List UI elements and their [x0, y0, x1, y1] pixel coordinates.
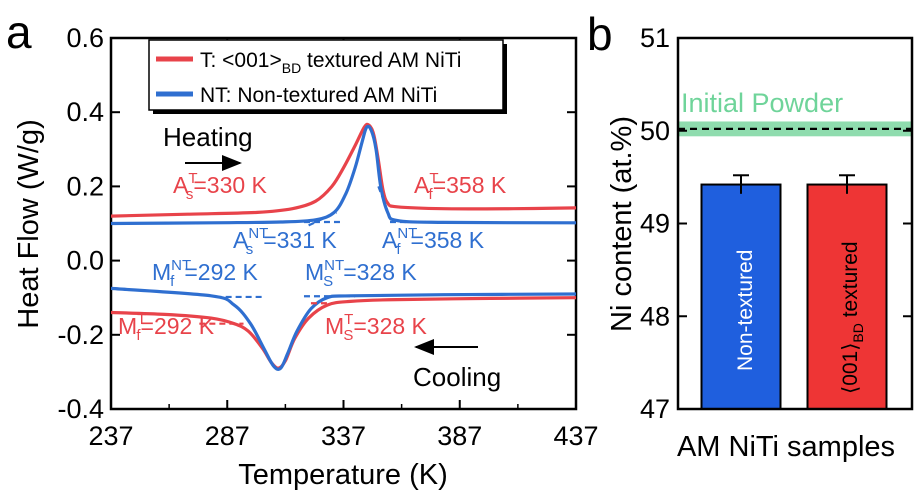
y-tick-label-a: -0.4: [57, 394, 104, 424]
plot-a-onset-tangents: [199, 186, 428, 325]
y-tick-label-b: 51: [640, 23, 670, 53]
y-tick-label-b: 49: [640, 209, 670, 239]
x-tick-label-a: 287: [205, 421, 250, 451]
x-tick-label-a: 387: [437, 421, 482, 451]
series-nt-cooling-line: [111, 286, 576, 371]
heat-flow-plot: 237 287 337 387 437 -0.4 -0.2 0.0 0.2 0.4 0.6: [57, 23, 598, 451]
plot-a-legend: T: <001>BD textured AM NiTi NT: Non-text…: [148, 39, 507, 114]
initial-powder-label: Initial Powder: [681, 88, 843, 118]
as-nt-label: ANT s =331 K: [233, 225, 337, 258]
bar-non-textured: [700, 183, 782, 410]
bar-label-textured: ⟨001⟩BD textured: [839, 241, 866, 394]
y-tick-label-a: 0.6: [66, 23, 104, 53]
plot-a-xlabel: Temperature (K): [238, 459, 448, 491]
y-tick-label-b: 50: [640, 116, 670, 146]
ni-content-plot: 47 48 49 50 51: [640, 23, 914, 424]
x-tick-label-a: 337: [321, 421, 366, 451]
plot-a-ylabel: Heat Flow (W/g): [13, 119, 45, 328]
legend-label-t: T: <001>BD textured AM NiTi: [200, 49, 461, 76]
ms-t-label: MT S=328 K: [325, 311, 428, 344]
y-tick-label-b: 47: [640, 394, 670, 424]
plot-a-axis-ticks: 237 287 337 387 437 -0.4 -0.2 0.0 0.2 0.4 0.6: [57, 23, 598, 451]
y-tick-label-a: 0.0: [66, 246, 104, 276]
series-nt-heating-line: [111, 124, 576, 226]
cooling-label: Cooling: [413, 362, 501, 392]
y-tick-label-a: 0.4: [66, 97, 104, 127]
ms-nt-label: MNT S =328 K: [305, 257, 417, 290]
bar-label-non-textured: Non-textured: [734, 250, 757, 371]
transformation-annotations: AT s=330 K AT f=358 K ANT s =331 K ANT f =358 …: [118, 170, 507, 344]
plot-b-xlabel: AM NiTi samples: [677, 431, 895, 463]
panel-a-letter: a: [6, 6, 32, 58]
plot-b-bars: [700, 174, 888, 410]
plot-a-curves: [111, 122, 576, 371]
plot-b-reference: [678, 121, 912, 137]
plot-b-axis-ticks: 47 48 49 50 51: [640, 23, 912, 424]
plot-b-ylabel: Ni content (at.%): [606, 116, 638, 332]
mf-nt-label: MNT f =292 K: [152, 257, 259, 290]
series-t-heating-line: [111, 122, 576, 218]
as-t-label: AT s=330 K: [173, 170, 268, 203]
onset-tangent-line: [377, 186, 394, 224]
af-t-label: AT f=358 K: [414, 170, 507, 203]
heating-label: Heating: [163, 122, 253, 152]
panel-b-letter: b: [587, 8, 613, 60]
y-tick-label-a: -0.2: [57, 320, 104, 350]
y-tick-label-b: 48: [640, 301, 670, 331]
af-nt-label: ANT f =358 K: [382, 225, 485, 258]
initial-powder-band: [678, 121, 912, 137]
onset-tangent-line: [308, 211, 337, 227]
legend-box: [148, 39, 504, 111]
y-tick-label-a: 0.2: [66, 171, 104, 201]
bar-textured: [806, 183, 888, 410]
x-tick-label-a: 437: [553, 421, 598, 451]
mf-t-label: MT f=292 K: [118, 311, 215, 344]
x-tick-label-a: 237: [88, 421, 133, 451]
legend-label-nt: NT: Non-textured AM NiTi: [200, 84, 437, 107]
